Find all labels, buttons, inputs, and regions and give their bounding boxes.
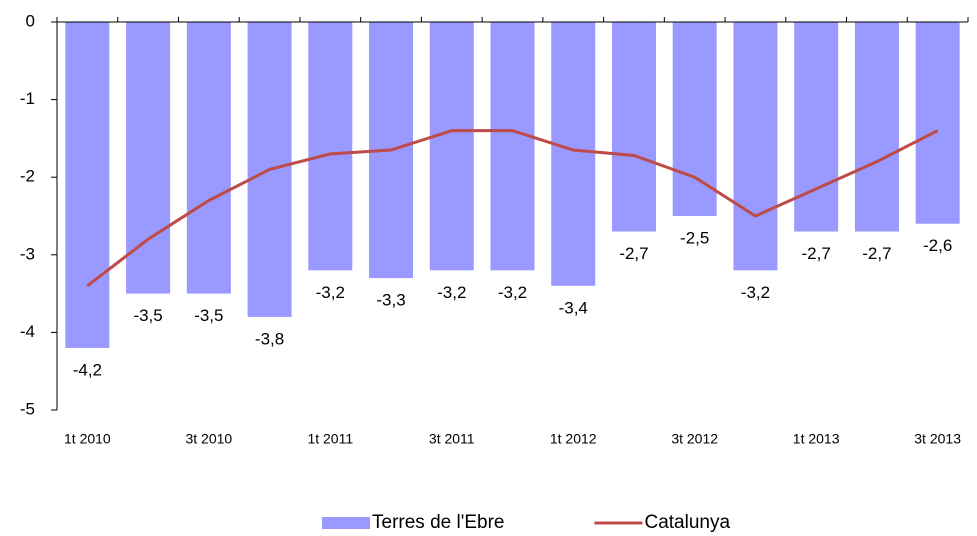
legend-swatch (322, 517, 370, 529)
y-tick-label: 0 (26, 11, 35, 30)
value-label: -3,8 (255, 329, 284, 348)
value-label: -3,3 (376, 291, 405, 310)
x-tick-label: 1t 2012 (550, 431, 597, 447)
bar (186, 22, 231, 294)
bar (126, 22, 171, 294)
x-tick-label: 3t 2011 (429, 431, 475, 447)
x-tick-label: 1t 2010 (64, 431, 111, 447)
legend-label: Catalunya (644, 512, 730, 533)
x-tick-label: 1t 2011 (307, 431, 353, 447)
bar (915, 22, 960, 224)
x-tick-label: 3t 2010 (185, 431, 232, 447)
y-tick-label: -3 (20, 244, 35, 263)
bar (611, 22, 656, 232)
value-label: -2,5 (680, 228, 709, 247)
value-label: -2,7 (862, 244, 891, 263)
y-tick-label: -5 (20, 399, 35, 418)
value-label: -3,2 (741, 283, 770, 302)
bar (490, 22, 535, 271)
y-tick-label: -1 (20, 89, 35, 108)
bar (65, 22, 110, 348)
value-label: -3,5 (194, 306, 223, 325)
line (86, 129, 939, 288)
y-tick-label: -2 (20, 167, 35, 186)
value-label: -2,7 (619, 244, 648, 263)
legend-label: Terres de l'Ebre (372, 512, 504, 533)
x-tick-label: 1t 2013 (793, 431, 840, 447)
bar (854, 22, 899, 232)
value-label: -2,6 (923, 236, 952, 255)
bar (551, 22, 596, 286)
x-tick-label: 3t 2012 (671, 431, 718, 447)
value-label: -3,2 (437, 283, 466, 302)
value-label: -4,2 (73, 360, 102, 379)
value-label: -3,4 (559, 298, 588, 317)
bar (429, 22, 474, 271)
value-label: -3,5 (133, 306, 162, 325)
value-label: -2,7 (802, 244, 831, 263)
bar (308, 22, 353, 271)
bar (672, 22, 717, 216)
value-label: -3,2 (316, 283, 345, 302)
x-tick-label: 3t 2013 (914, 431, 961, 447)
value-label: -3,2 (498, 283, 527, 302)
y-tick-label: -4 (20, 322, 35, 341)
bar (733, 22, 778, 271)
bar (794, 22, 839, 232)
